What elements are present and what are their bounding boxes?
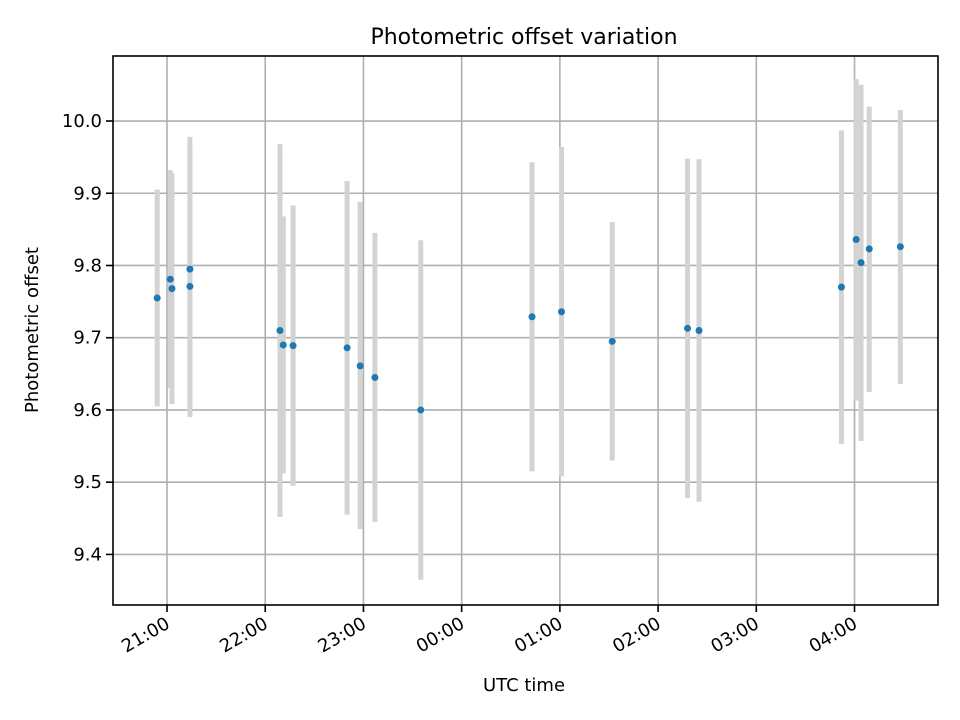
data-point [852,235,860,243]
x-tick-label: 21:00 [118,613,173,657]
data-point [168,285,176,293]
y-axis-label: Photometric offset [22,247,43,413]
chart-title: Photometric offset variation [370,25,677,50]
x-tick-label: 01:00 [511,613,566,657]
data-point [417,406,425,414]
data-point [371,373,379,381]
data-point [153,294,161,302]
data-point [558,308,566,316]
data-point [695,327,703,334]
y-axis-ticks: 9.4 9.5 9.6 9.7 9.8 9.9 10.0 [62,111,113,565]
data-point [186,265,194,273]
data-point [186,282,194,290]
y-tick-label: 9.8 [73,255,102,276]
x-tick-label: 22:00 [216,613,271,657]
data-point [343,344,351,352]
data-point [837,283,845,291]
data-point [276,327,284,334]
y-tick-label: 9.7 [73,328,102,349]
x-tick-label: 02:00 [609,613,664,657]
error-bars [154,79,903,580]
x-tick-label: 04:00 [806,613,861,657]
data-point [896,243,904,251]
x-tick-label: 23:00 [315,613,370,657]
y-tick-label: 9.5 [73,472,102,493]
data-point [684,324,692,332]
x-axis-label: UTC time [483,675,565,696]
plot-frame [112,55,939,606]
grid [113,56,938,605]
data-point [166,275,174,283]
data-point [865,245,873,253]
data-point [528,313,536,321]
data-point [279,341,287,349]
y-tick-label: 10.0 [62,111,102,132]
y-tick-label: 9.9 [73,183,102,204]
data-point [857,259,865,267]
data-points [153,235,904,414]
y-tick-label: 9.6 [73,400,102,421]
y-tick-label: 9.4 [73,544,102,565]
x-axis-ticks: 21:00 22:00 23:00 00:00 01:00 02:00 03:00 04:00 [118,605,861,657]
x-tick-label: 03:00 [707,613,762,657]
data-point [356,362,364,370]
data-point [608,337,616,345]
x-tick-label: 00:00 [413,613,468,657]
data-point [289,342,297,350]
